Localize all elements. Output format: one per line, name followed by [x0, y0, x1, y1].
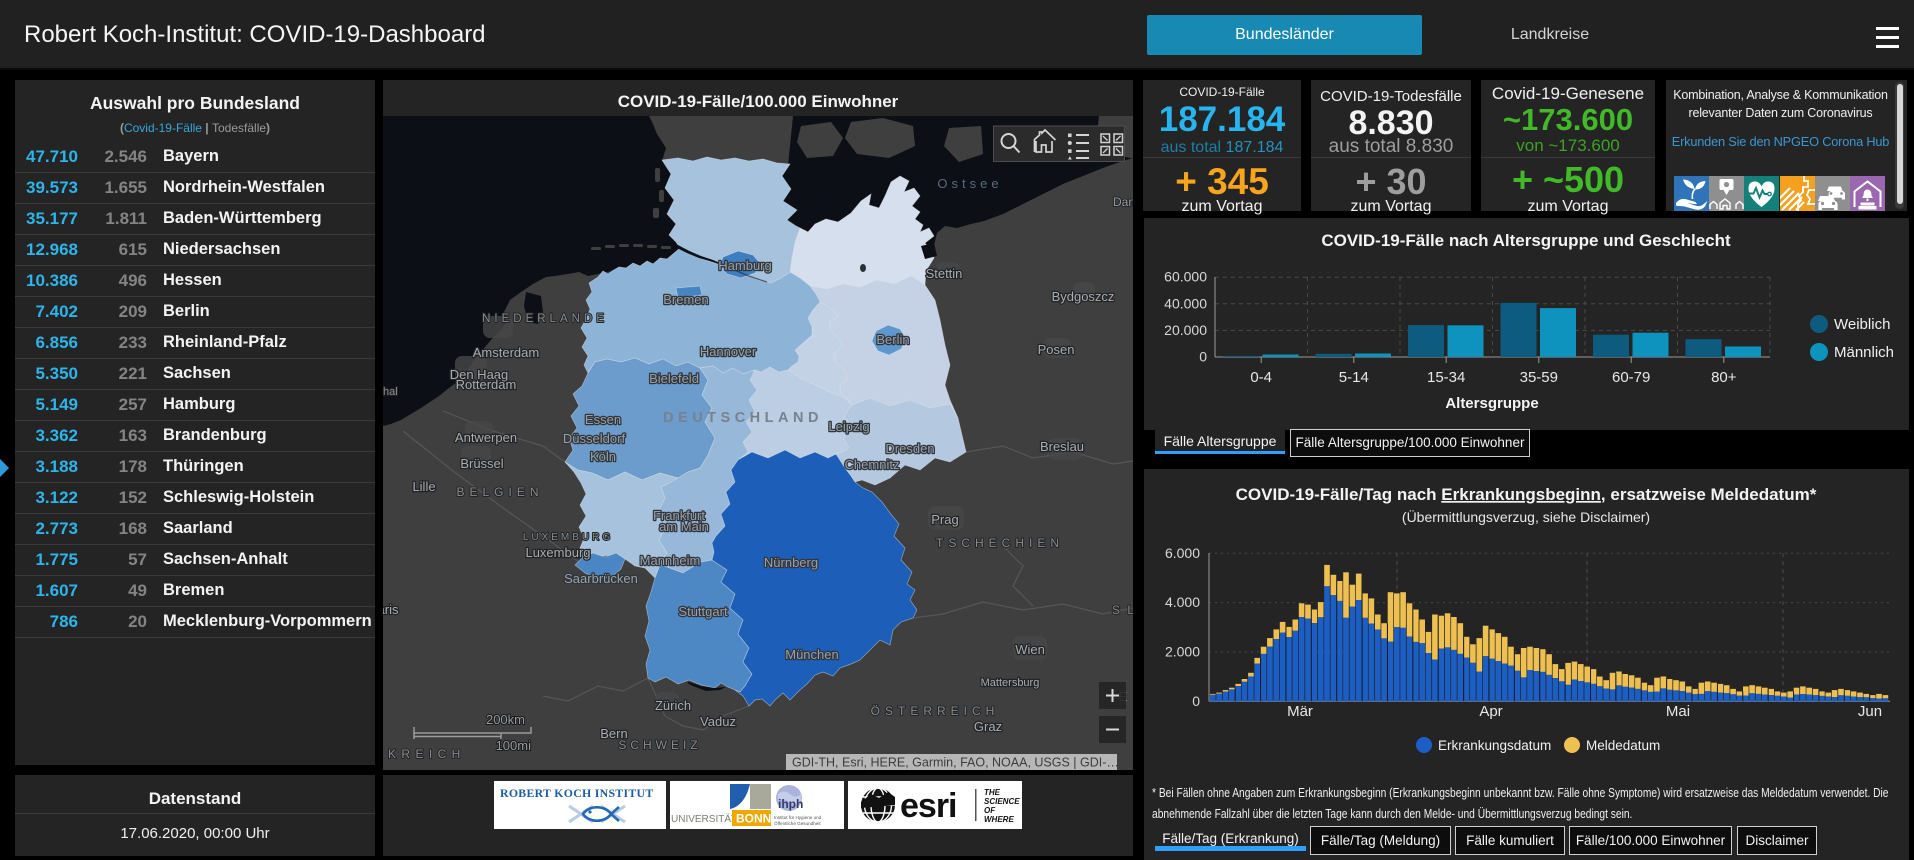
svg-text:BONN: BONN — [736, 812, 771, 826]
svg-text:Brüssel: Brüssel — [460, 456, 503, 471]
svg-text:Posen: Posen — [1038, 342, 1075, 357]
svg-text:München: München — [785, 647, 838, 662]
svg-text:GDI-TH, Esri, HERE, Garmin, FA: GDI-TH, Esri, HERE, Garmin, FAO, NOAA, U… — [792, 756, 1119, 770]
svg-text:Luxemburg: Luxemburg — [525, 545, 590, 560]
svg-text:Frankfurt: Frankfurt — [653, 508, 705, 523]
svg-text:Den Haag: Den Haag — [450, 367, 509, 382]
svg-text:THE: THE — [984, 788, 1001, 797]
svg-text:Wien: Wien — [1015, 642, 1045, 657]
svg-text:LUXEMBURG: LUXEMBURG — [523, 532, 613, 543]
svg-text:BELGIEN: BELGIEN — [456, 485, 543, 499]
svg-text:Dan: Dan — [1113, 195, 1133, 209]
svg-text:Institut für Hygiene und: Institut für Hygiene und — [774, 815, 822, 820]
svg-text:Ostsee: Ostsee — [937, 176, 1002, 191]
svg-text:200km: 200km — [486, 712, 525, 727]
svg-text:Bydgoszcz: Bydgoszcz — [1052, 289, 1115, 304]
svg-text:Öffentliche Gesundheit: Öffentliche Gesundheit — [774, 820, 821, 826]
svg-text:Hamburg: Hamburg — [718, 258, 771, 273]
svg-text:Prag: Prag — [931, 512, 958, 527]
svg-text:Essen: Essen — [585, 412, 621, 427]
svg-text:aris: aris — [383, 602, 399, 617]
svg-text:Antwerpen: Antwerpen — [455, 430, 517, 445]
svg-text:Amsterdam: Amsterdam — [473, 345, 539, 360]
svg-text:WHERE: WHERE — [984, 815, 1014, 824]
svg-text:Graz: Graz — [974, 719, 1002, 734]
svg-text:Düsseldorf: Düsseldorf — [563, 431, 626, 446]
svg-text:Mannheim: Mannheim — [640, 553, 701, 568]
svg-text:Nürnberg: Nürnberg — [764, 555, 818, 570]
svg-text:UNIVERSITÄT: UNIVERSITÄT — [671, 813, 737, 825]
svg-text:ÖSTERREICH: ÖSTERREICH — [871, 704, 1000, 718]
svg-text:Stuttgart: Stuttgart — [678, 604, 728, 619]
svg-text:Breslau: Breslau — [1040, 439, 1084, 454]
svg-text:Berlin: Berlin — [876, 332, 909, 347]
svg-text:hal: hal — [383, 386, 398, 398]
svg-text:OF: OF — [984, 806, 996, 815]
svg-text:Rotterdam: Rotterdam — [456, 377, 517, 392]
svg-text:am Main: am Main — [659, 519, 709, 534]
svg-text:SCIENCE: SCIENCE — [984, 797, 1020, 806]
svg-text:ihph: ihph — [778, 797, 803, 811]
svg-text:Stettin: Stettin — [926, 266, 963, 281]
svg-text:TSCHECHIEN: TSCHECHIEN — [936, 536, 1064, 550]
svg-text:Mattersburg: Mattersburg — [981, 677, 1040, 689]
svg-text:Bern: Bern — [600, 726, 627, 741]
svg-text:Zürich: Zürich — [655, 698, 691, 713]
svg-text:S L: S L — [1112, 603, 1133, 617]
svg-text:K R E I C H: K R E I C H — [388, 747, 462, 761]
svg-text:Lille: Lille — [412, 479, 435, 494]
svg-text:SCHWEIZ: SCHWEIZ — [618, 738, 701, 752]
svg-text:Bremen: Bremen — [663, 292, 709, 307]
svg-text:Bielefeld: Bielefeld — [649, 371, 699, 386]
svg-text:Chemnitz: Chemnitz — [845, 457, 900, 472]
svg-text:NIEDERLANDE: NIEDERLANDE — [482, 313, 608, 325]
svg-text:Dresden: Dresden — [885, 441, 934, 456]
svg-text:Vaduz: Vaduz — [700, 714, 736, 729]
svg-text:Saarbrücken: Saarbrücken — [564, 571, 638, 586]
svg-text:DEUTSCHLAND: DEUTSCHLAND — [663, 410, 823, 426]
svg-text:Leipzig: Leipzig — [828, 419, 869, 434]
svg-text:Köln: Köln — [590, 449, 616, 464]
svg-text:esri: esri — [900, 787, 957, 825]
svg-text:100mi: 100mi — [496, 738, 532, 753]
svg-text:Hannover: Hannover — [700, 344, 757, 359]
svg-text:ROBERT KOCH INSTITUT: ROBERT KOCH INSTITUT — [500, 786, 654, 800]
